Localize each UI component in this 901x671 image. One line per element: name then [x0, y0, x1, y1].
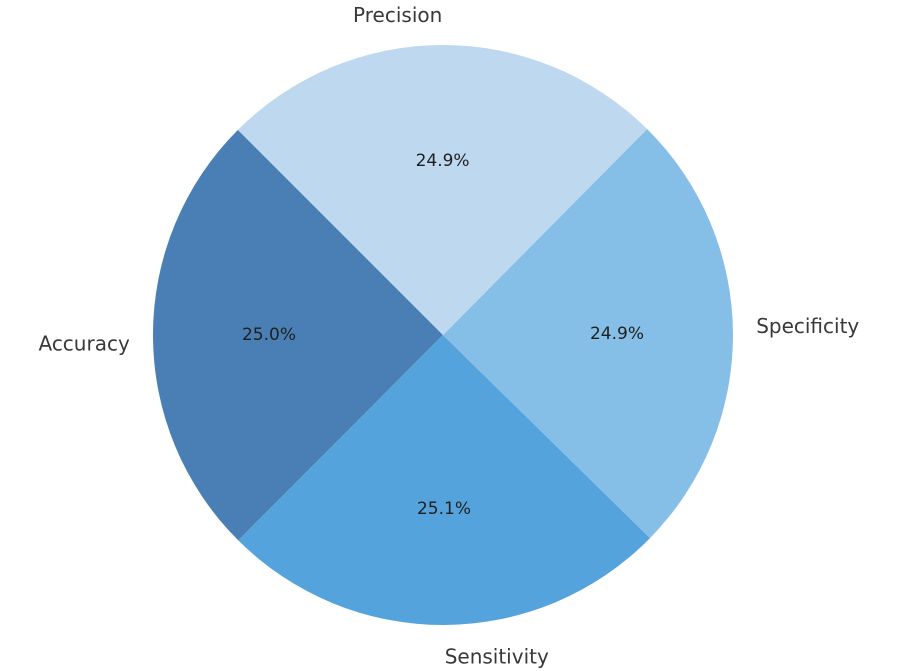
pie-slice-precision — [237, 44, 648, 335]
pct-label-specificity: 24.9% — [590, 324, 644, 344]
cat-label-sensitivity: Sensitivity — [445, 644, 549, 668]
cat-label-specificity: Specificity — [756, 314, 859, 338]
pct-label-accuracy: 25.0% — [242, 325, 296, 345]
cat-label-precision: Precision — [353, 3, 442, 27]
pct-label-precision: 24.9% — [416, 151, 470, 171]
pct-label-sensitivity: 25.1% — [417, 499, 471, 519]
pie-slice-sensitivity — [238, 335, 651, 625]
pie-slice-accuracy — [152, 129, 444, 541]
pie-slice-specificity — [443, 129, 733, 539]
cat-label-accuracy: Accuracy — [38, 331, 129, 355]
